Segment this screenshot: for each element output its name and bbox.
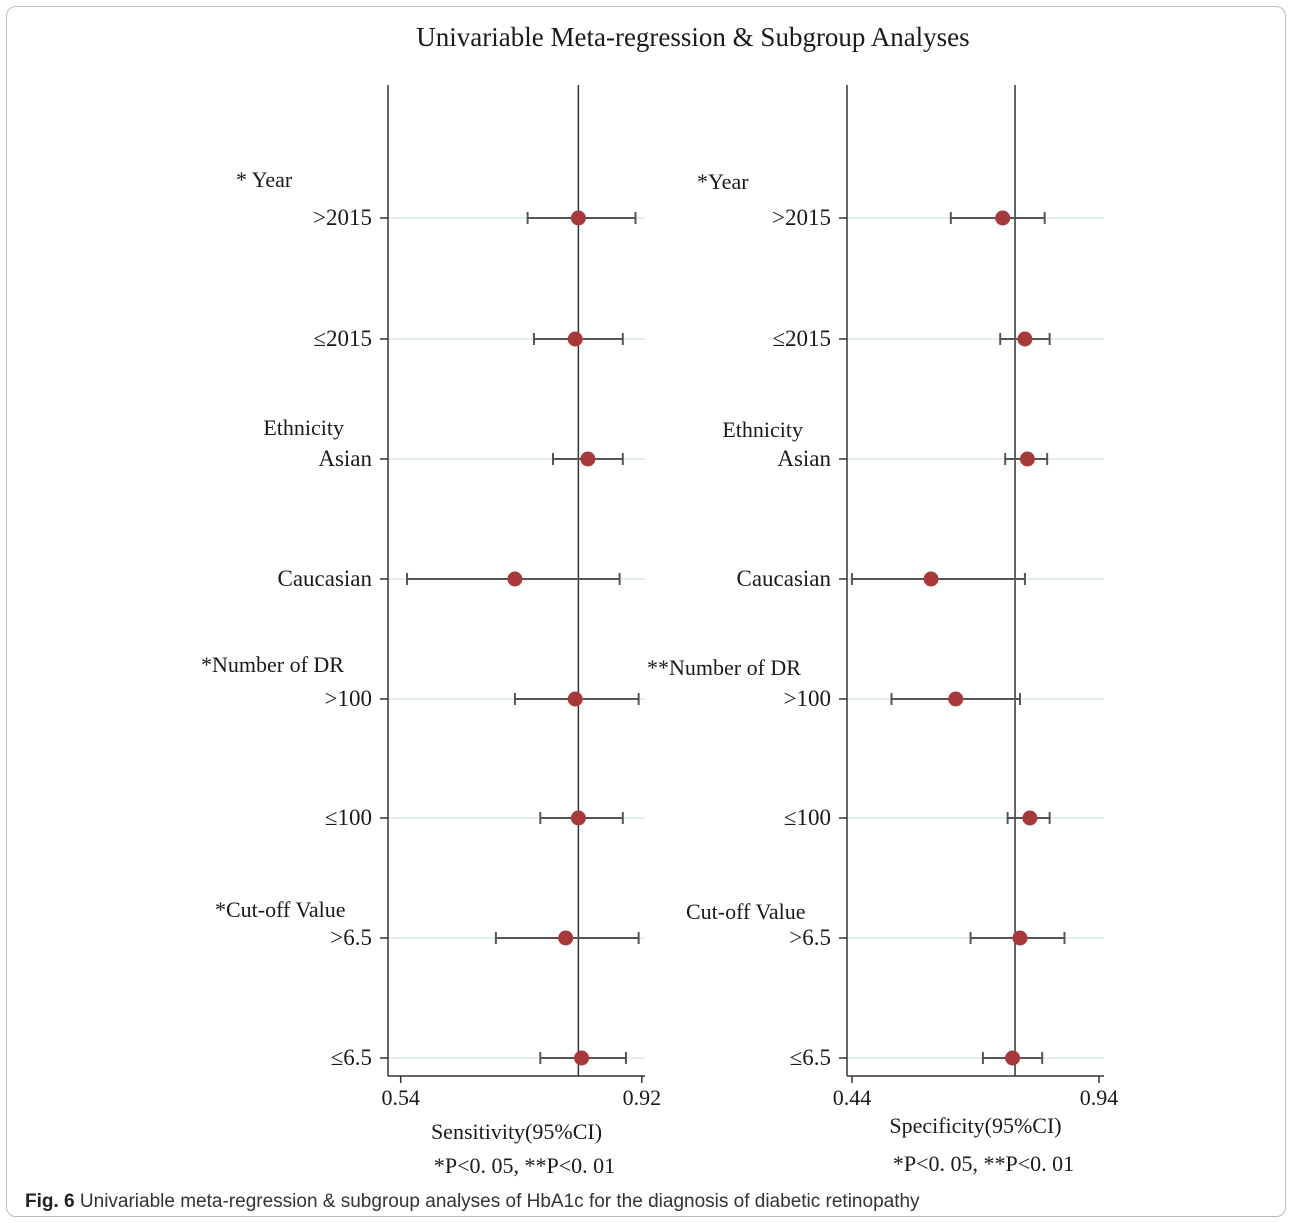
group-label: *Number of DR bbox=[201, 652, 344, 677]
x-tick-label: 0.94 bbox=[1080, 1085, 1119, 1110]
group-label: **Number of DR bbox=[647, 655, 801, 680]
point-estimate bbox=[1022, 810, 1038, 826]
point-estimate bbox=[570, 810, 586, 826]
point-estimate bbox=[1017, 331, 1033, 347]
x-axis-title: Specificity(95%CI) bbox=[889, 1113, 1061, 1138]
sensitivity-panel: 0.54 0.92 Sensitivity(95%CI) *P<0. 05, **P<… bbox=[201, 85, 661, 1178]
row-label: Asian bbox=[777, 446, 831, 471]
caption-label: Fig. 6 bbox=[25, 1191, 75, 1212]
row-label: ≤2015 bbox=[313, 326, 372, 351]
group-label: *Cut-off Value bbox=[215, 897, 346, 922]
point-estimate bbox=[570, 210, 586, 226]
row-label: >100 bbox=[784, 686, 831, 711]
point-estimate bbox=[567, 691, 583, 707]
row-label: Caucasian bbox=[277, 566, 372, 591]
point-estimate bbox=[580, 451, 596, 467]
point-estimate bbox=[574, 1050, 590, 1066]
point-estimate bbox=[948, 691, 964, 707]
point-estimate bbox=[995, 210, 1011, 226]
group-label: * Year bbox=[236, 167, 293, 192]
row-label: >6.5 bbox=[789, 925, 831, 950]
point-estimate bbox=[1012, 930, 1028, 946]
x-axis-title: Sensitivity(95%CI) bbox=[431, 1119, 602, 1144]
x-tick-label: 0.92 bbox=[623, 1085, 662, 1110]
row-label: ≤2015 bbox=[772, 326, 831, 351]
figure-caption: Fig. 6 Univariable meta-regression & sub… bbox=[25, 1191, 1275, 1213]
point-estimate bbox=[567, 331, 583, 347]
row-label: ≤6.5 bbox=[790, 1045, 831, 1070]
row-label: ≤100 bbox=[325, 805, 372, 830]
point-estimate bbox=[923, 571, 939, 587]
row-label: >2015 bbox=[772, 205, 831, 230]
row-label: Asian bbox=[318, 446, 372, 471]
specificity-panel: 0.44 0.94 Specificity(95%CI) *P<0. 05, **P<… bbox=[647, 85, 1118, 1176]
row-label: ≤6.5 bbox=[331, 1045, 372, 1070]
x-tick-label: 0.44 bbox=[833, 1085, 872, 1110]
significance-footnote: *P<0. 05, **P<0. 01 bbox=[434, 1153, 615, 1178]
group-label: Ethnicity bbox=[263, 415, 344, 440]
point-estimate bbox=[1019, 451, 1035, 467]
row-label: Caucasian bbox=[736, 566, 831, 591]
row-label: >6.5 bbox=[330, 925, 372, 950]
row-label: >2015 bbox=[313, 205, 372, 230]
group-label: Cut-off Value bbox=[686, 899, 806, 924]
group-label: Ethnicity bbox=[722, 417, 803, 442]
significance-footnote: *P<0. 05, **P<0. 01 bbox=[893, 1151, 1074, 1176]
group-label: *Year bbox=[697, 169, 749, 194]
row-label: ≤100 bbox=[784, 805, 831, 830]
point-estimate bbox=[507, 571, 523, 587]
figure-frame bbox=[6, 6, 1286, 1217]
caption-text: Univariable meta-regression & subgroup a… bbox=[79, 1191, 920, 1212]
point-estimate bbox=[558, 930, 574, 946]
figure-title: Univariable Meta-regression & Subgroup A… bbox=[416, 22, 969, 52]
row-label: >100 bbox=[325, 686, 372, 711]
point-estimate bbox=[1005, 1050, 1021, 1066]
x-tick-label: 0.54 bbox=[381, 1085, 420, 1110]
